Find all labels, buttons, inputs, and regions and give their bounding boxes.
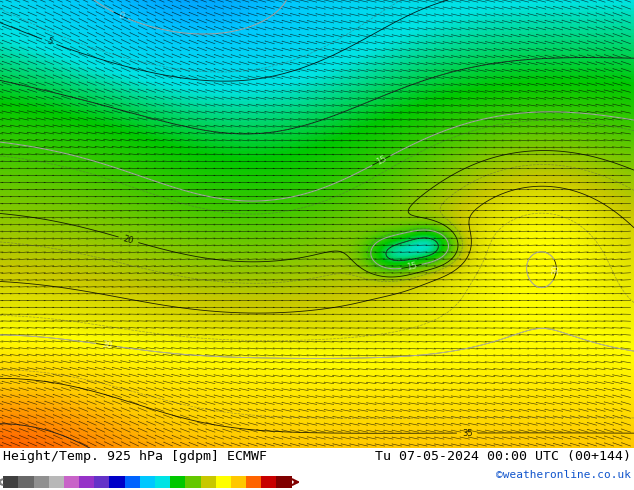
Bar xyxy=(49,476,64,489)
Text: 20: 20 xyxy=(122,234,134,245)
Bar xyxy=(155,476,170,489)
Bar xyxy=(261,476,276,489)
Bar xyxy=(216,476,231,489)
Bar xyxy=(231,476,246,489)
Bar xyxy=(110,476,125,489)
Bar xyxy=(200,476,216,489)
Bar xyxy=(170,476,185,489)
Bar xyxy=(140,476,155,489)
Text: 15: 15 xyxy=(375,154,388,167)
Text: 35: 35 xyxy=(462,429,472,438)
Text: 0: 0 xyxy=(117,10,125,21)
Text: 5: 5 xyxy=(45,37,53,47)
Text: Height/Temp. 925 hPa [gdpm] ECMWF: Height/Temp. 925 hPa [gdpm] ECMWF xyxy=(3,450,267,463)
Bar xyxy=(34,476,49,489)
Bar xyxy=(18,476,34,489)
Bar xyxy=(79,476,94,489)
Text: 30: 30 xyxy=(101,340,112,350)
Bar xyxy=(246,476,261,489)
Text: 30: 30 xyxy=(552,264,561,275)
Bar xyxy=(64,476,79,489)
Bar xyxy=(3,476,18,489)
Bar xyxy=(94,476,110,489)
Text: ©weatheronline.co.uk: ©weatheronline.co.uk xyxy=(496,470,631,480)
Bar xyxy=(185,476,200,489)
Bar xyxy=(125,476,140,489)
Text: Tu 07-05-2024 00:00 UTC (00+144): Tu 07-05-2024 00:00 UTC (00+144) xyxy=(375,450,631,463)
Text: 15: 15 xyxy=(406,261,418,272)
Bar xyxy=(276,476,292,489)
